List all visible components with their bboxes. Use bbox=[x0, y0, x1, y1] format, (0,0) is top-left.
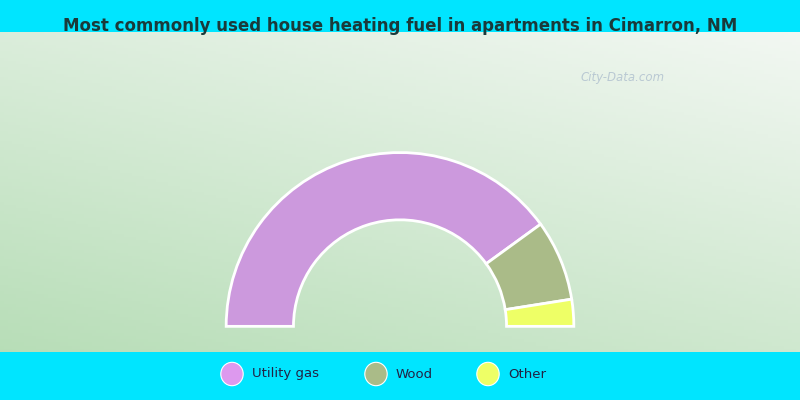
Text: Wood: Wood bbox=[396, 368, 433, 380]
Wedge shape bbox=[226, 152, 541, 326]
Wedge shape bbox=[506, 299, 574, 326]
Text: City-Data.com: City-Data.com bbox=[581, 71, 665, 84]
Wedge shape bbox=[486, 224, 572, 310]
Ellipse shape bbox=[221, 362, 243, 386]
Ellipse shape bbox=[365, 362, 387, 386]
Text: Utility gas: Utility gas bbox=[252, 368, 319, 380]
Text: Other: Other bbox=[508, 368, 546, 380]
Text: Most commonly used house heating fuel in apartments in Cimarron, NM: Most commonly used house heating fuel in… bbox=[63, 17, 737, 35]
Ellipse shape bbox=[477, 362, 499, 386]
